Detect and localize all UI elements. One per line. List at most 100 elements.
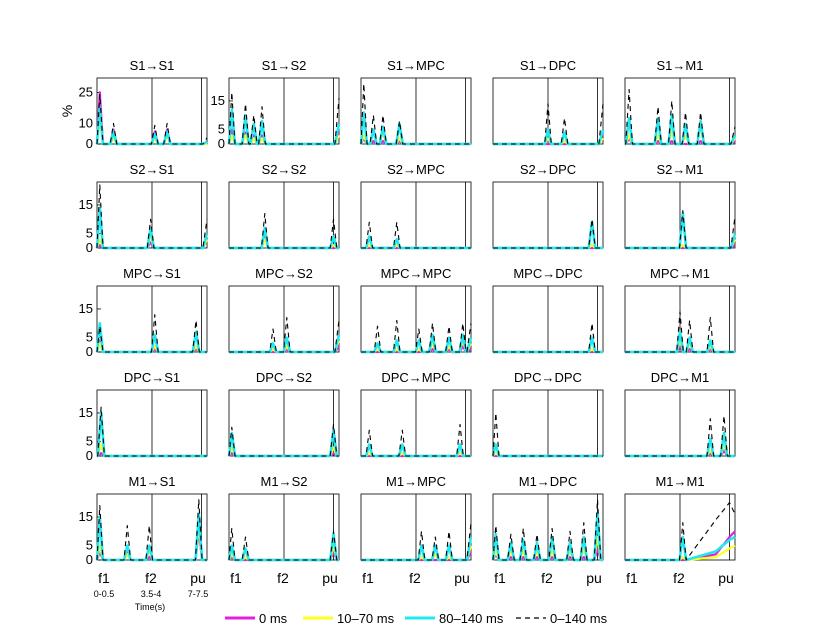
panel-title: MPC→S1 [123, 266, 181, 281]
panel-title: M1→S2 [261, 474, 308, 489]
x-tick-f1-col3: f1 [362, 570, 374, 586]
series-line [625, 502, 736, 561]
panel-title: S2→S2 [262, 162, 307, 177]
series-line [96, 314, 207, 353]
panel-title: MPC→MPC [381, 266, 452, 281]
y-tick-label: 15 [79, 509, 93, 524]
panel-title: S1→MPC [387, 58, 445, 73]
series-line [361, 443, 471, 458]
panel: S2→S2 [228, 162, 340, 250]
series-line [493, 322, 603, 353]
series-line [624, 113, 737, 146]
series-line [625, 415, 735, 457]
panel-title: S2→M1 [657, 162, 704, 177]
x-tick-f1-col2: f1 [230, 570, 242, 586]
x-tick-pu-col3: pu [454, 570, 470, 586]
panel: S1→M1 [624, 58, 737, 146]
y-tick-label: 5 [86, 330, 93, 345]
panel-title: M1→S1 [129, 474, 176, 489]
panel-title: S2→DPC [520, 162, 576, 177]
panel-title: MPC→S2 [255, 266, 313, 281]
panel-title: M1→MPC [386, 474, 446, 489]
y-tick-label: 15 [79, 405, 93, 420]
panel-title: S1→S2 [262, 58, 307, 73]
panel: M1→DPC [491, 474, 604, 562]
y-tick-label: 5 [86, 434, 93, 449]
x-tick-pu-col5: pu [718, 570, 734, 586]
panel-title: DPC→MPC [381, 370, 450, 385]
series-line [96, 499, 207, 561]
panel-title: DPC→S1 [124, 370, 180, 385]
series-line [360, 83, 471, 145]
panel: S1→MPC [359, 58, 472, 146]
y-tick-label: 5 [86, 538, 93, 553]
y-tick-label: 10 [79, 115, 93, 130]
series-line [361, 423, 471, 457]
series-line [227, 108, 341, 146]
panel-title: DPC→DPC [514, 370, 582, 385]
series-line [492, 412, 603, 457]
panel-title: S2→S1 [130, 162, 175, 177]
series-line [97, 406, 207, 457]
x-tick-f2-col5: f2 [673, 570, 685, 586]
panel: S1→S2 05 15 [211, 58, 341, 151]
panel: DPC→S2 [227, 370, 340, 458]
panel: M1→S2 [227, 474, 340, 562]
series-line [361, 451, 471, 458]
panel: DPC→S1 05 15 [79, 370, 208, 463]
y-tick-label: 0 [86, 136, 93, 151]
panel: S2→M1 [624, 162, 737, 250]
x-tick-pu-col2: pu [322, 570, 338, 586]
panel: S1→DPC [492, 58, 605, 146]
panel-title: S1→M1 [657, 58, 704, 73]
y-tick-label: 5 [86, 226, 93, 241]
panel-title: DPC→S2 [256, 370, 312, 385]
x-tick-f1-col4: f1 [494, 570, 506, 586]
panel-title: M1→DPC [519, 474, 578, 489]
panel-title: S1→S1 [130, 58, 175, 73]
x-subtick-f1: 0-0.5 [94, 589, 115, 599]
series-line [625, 88, 736, 145]
series-line [228, 423, 339, 457]
x-subtick-pu: 7-7.5 [188, 589, 209, 599]
x-tick-f2-col2: f2 [277, 570, 289, 586]
x-tick-f2-col3: f2 [409, 570, 421, 586]
series-line [228, 91, 340, 145]
panel: DPC→DPC [491, 370, 604, 458]
y-tick-label: 15 [79, 197, 93, 212]
series-line [229, 317, 340, 353]
series-line [228, 527, 339, 561]
panel: M1→S1 05 15 [79, 474, 208, 567]
panel-title: MPC→DPC [513, 266, 582, 281]
panel: M1→MPC [360, 474, 473, 562]
y-axis-label: % [59, 105, 75, 117]
panel-title: S2→MPC [387, 162, 445, 177]
y-tick-label: 0 [86, 552, 93, 567]
series-line [493, 128, 605, 146]
series-line [361, 522, 472, 561]
panel: S2→DPC [492, 162, 604, 250]
series-line [229, 213, 339, 249]
y-tick-label: 5 [218, 122, 225, 137]
x-tick-f1: f1 [98, 570, 110, 586]
legend: 0 ms 10–70 ms 80–140 ms 0–140 ms [225, 611, 608, 626]
legend-label-0ms: 0 ms [259, 611, 288, 626]
panel-title: MPC→M1 [650, 266, 710, 281]
series-line [493, 218, 603, 249]
panel-title: M1→M1 [655, 474, 704, 489]
y-tick-label: 0 [218, 136, 225, 151]
x-subtick-f2: 3.5-4 [141, 589, 162, 599]
y-tick-label: 15 [79, 301, 93, 316]
panel: DPC→M1 [624, 370, 736, 458]
panel-title: S1→DPC [520, 58, 576, 73]
y-tick-label: 0 [86, 240, 93, 255]
series-line [361, 319, 472, 353]
legend-label-10-70ms: 10–70 ms [337, 611, 395, 626]
panel: M1→M1 [624, 474, 736, 562]
series-line [96, 184, 208, 249]
y-tick-label: 0 [86, 448, 93, 463]
series-line [625, 330, 735, 354]
panel: MPC→MPC [360, 266, 473, 354]
